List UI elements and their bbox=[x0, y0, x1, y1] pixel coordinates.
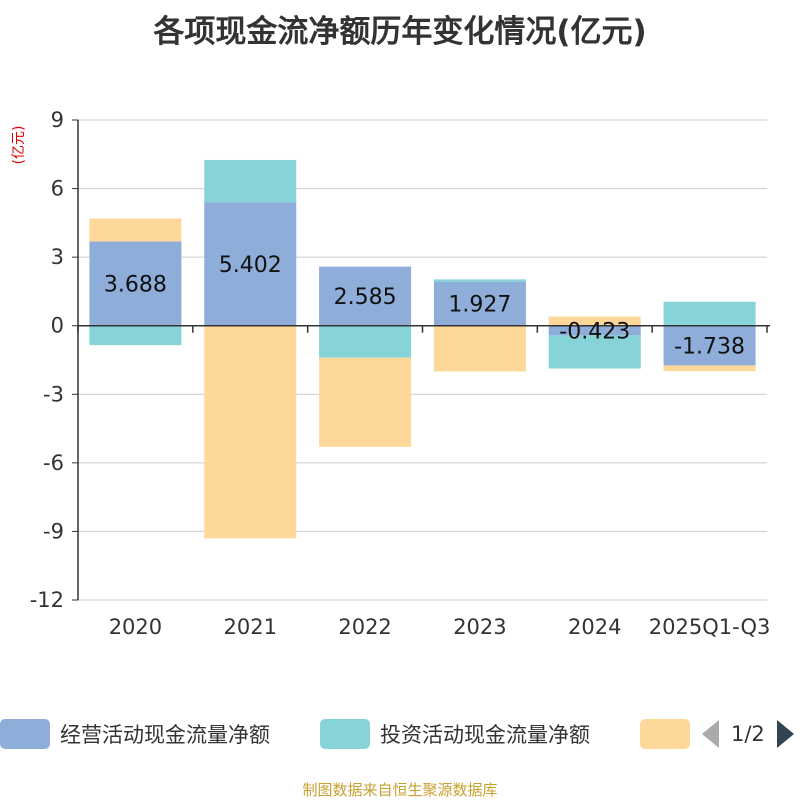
y-axis-unit-label: (亿元) bbox=[11, 126, 27, 165]
x-tick-label: 2024 bbox=[568, 615, 621, 639]
source-note: 制图数据来自恒生聚源数据库 bbox=[302, 781, 498, 799]
y-tick-label: -12 bbox=[30, 588, 64, 612]
legend-item-financing[interactable] bbox=[640, 716, 690, 752]
legend-item-investing[interactable]: 投资活动现金流量净额 bbox=[320, 716, 590, 752]
x-tick-label: 2022 bbox=[338, 615, 391, 639]
legend-pager: 1/2 bbox=[702, 716, 794, 752]
data-label-operating: 2.585 bbox=[334, 285, 397, 310]
bar-2021-series-2 bbox=[204, 325, 297, 539]
y-tick-label: -6 bbox=[43, 451, 64, 475]
x-tick-label: 2023 bbox=[453, 615, 506, 639]
bar-2022-series-0 bbox=[319, 266, 412, 326]
x-tick-label: 2020 bbox=[109, 615, 162, 639]
bar-2024-series-2 bbox=[548, 316, 641, 326]
pager-prev-icon[interactable] bbox=[702, 720, 719, 748]
bar-chart: 9 6 3 0 -3 -6 -9 -12 (亿元) 2020 2021 2022 2023 2024 202… bbox=[11, 108, 771, 639]
bar-2025Q1-Q3-series-2 bbox=[663, 365, 756, 372]
bar-2025Q1-Q3-series-0 bbox=[663, 325, 756, 366]
bar-2021-series-1 bbox=[204, 159, 297, 203]
data-label-operating: 5.402 bbox=[219, 253, 282, 278]
data-label-operating: 3.688 bbox=[104, 273, 167, 298]
bar-2020-series-1 bbox=[89, 325, 182, 346]
legend-swatch-financing bbox=[640, 719, 690, 749]
bar-2023-series-0 bbox=[433, 281, 526, 326]
bar-2022-series-1 bbox=[319, 325, 412, 358]
pager-next-icon[interactable] bbox=[776, 720, 794, 748]
data-label-operating: -0.423 bbox=[559, 320, 630, 345]
bar-2020-series-0 bbox=[89, 241, 182, 326]
y-tick-label: 9 bbox=[51, 108, 64, 132]
legend-item-operating[interactable]: 经营活动现金流量净额 bbox=[0, 716, 270, 752]
bar-2023-series-1 bbox=[433, 279, 526, 282]
legend: 经营活动现金流量净额 投资活动现金流量净额 1/2 bbox=[0, 716, 800, 752]
y-tick-label: 6 bbox=[51, 177, 64, 201]
chart-title: 各项现金流净额历年变化情况(亿元) bbox=[153, 14, 647, 50]
y-tick-label: 0 bbox=[51, 314, 64, 338]
data-label-operating: 1.927 bbox=[448, 293, 511, 318]
bar-2022-series-2 bbox=[319, 357, 412, 447]
bar-2023-series-2 bbox=[433, 325, 526, 372]
legend-swatch-investing bbox=[320, 719, 370, 749]
bar-2021-series-0 bbox=[204, 202, 297, 326]
bar-2020-series-2 bbox=[89, 218, 182, 242]
bar-2024-series-0 bbox=[548, 325, 641, 336]
pager-page-indicator: 1/2 bbox=[731, 722, 765, 746]
x-tick-label: 2025Q1-Q3 bbox=[649, 615, 771, 639]
data-label-operating: -1.738 bbox=[674, 335, 745, 360]
legend-label-operating: 经营活动现金流量净额 bbox=[60, 723, 270, 747]
y-tick-label: -3 bbox=[43, 382, 64, 406]
legend-swatch-operating bbox=[0, 719, 50, 749]
y-tick-label: 3 bbox=[51, 245, 64, 269]
y-tick-label: -9 bbox=[43, 519, 64, 543]
bar-2024-series-1 bbox=[548, 335, 641, 369]
legend-label-investing: 投资活动现金流量净额 bbox=[380, 723, 590, 747]
bar-2025Q1-Q3-series-1 bbox=[663, 301, 756, 326]
x-tick-label: 2021 bbox=[224, 615, 277, 639]
